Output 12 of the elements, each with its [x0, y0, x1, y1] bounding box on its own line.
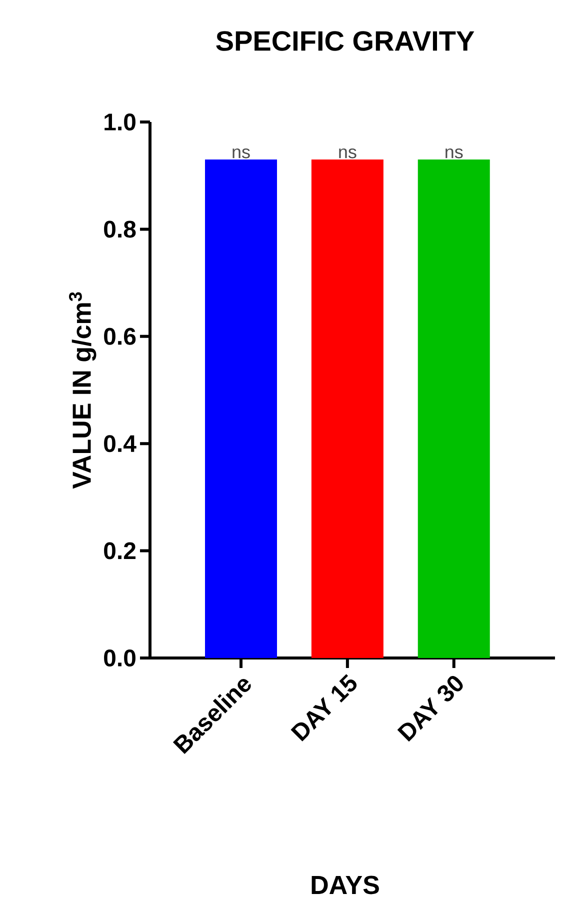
y-tick-label: 0.0 — [104, 650, 136, 666]
y-tick-label: 0.6 — [104, 328, 136, 345]
y-tick-label: 1.0 — [104, 114, 136, 130]
annotation: ns — [339, 148, 356, 158]
y-tick-label: 0.4 — [104, 435, 136, 452]
annotation: ns — [232, 148, 250, 158]
y-tick-label: 0.8 — [104, 220, 136, 238]
chart-title: SPECIFIC GRAVITY — [216, 31, 474, 51]
annotation: ns — [446, 148, 463, 158]
y-tick-label: 0.2 — [104, 542, 136, 560]
y-axis-title: VALUE IN g/cm$^{3}$ — [68, 292, 96, 489]
x-axis-title: DAYS — [312, 876, 379, 894]
